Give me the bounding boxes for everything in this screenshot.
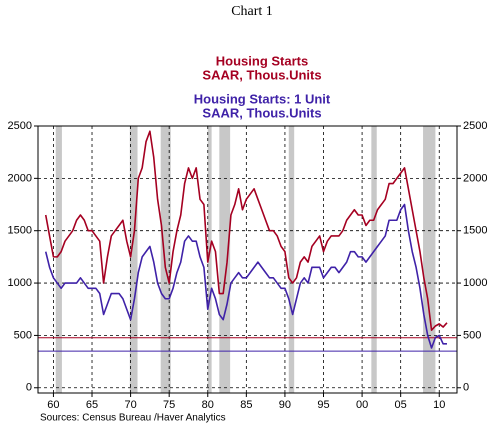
legend-entry: Housing Starts: 1 Unit <box>194 91 331 106</box>
recession-band <box>219 126 231 393</box>
y-tick-label: 500 <box>463 329 481 341</box>
source-note: Sources: Census Bureau /Haver Analytics <box>40 413 226 424</box>
y-tick-label: 2500 <box>463 120 487 132</box>
y-tick-label: 2000 <box>8 172 32 184</box>
y-tick-label: 2000 <box>463 172 487 184</box>
y-tick-label: 500 <box>14 329 32 341</box>
recession-band <box>371 126 377 393</box>
chart-title: Chart 1 <box>231 4 273 19</box>
y-tick-label: 1500 <box>463 225 487 237</box>
recession-band <box>423 126 436 393</box>
legend-entry: SAAR, Thous.Units <box>202 67 321 82</box>
x-tick-label: 60 <box>47 399 59 411</box>
legend-entry: SAAR, Thous.Units <box>202 105 321 120</box>
x-tick-label: 85 <box>240 399 252 411</box>
legend-entry: Housing Starts <box>216 53 308 68</box>
y-tick-label: 1000 <box>8 277 32 289</box>
x-tick-label: 95 <box>317 399 329 411</box>
plot-frame <box>37 125 458 394</box>
x-tick-label: 75 <box>163 399 175 411</box>
x-tick-label: 70 <box>124 399 136 411</box>
recession-band <box>129 126 138 393</box>
y-tick-label: 1000 <box>463 277 487 289</box>
recession-band <box>160 126 171 393</box>
y-tick-label: 1500 <box>8 225 32 237</box>
recession-band <box>207 126 212 393</box>
x-tick-label: 65 <box>86 399 98 411</box>
y-tick-label: 0 <box>463 382 469 394</box>
recession-band <box>55 126 62 393</box>
series-line <box>44 203 447 349</box>
x-tick-label: 10 <box>433 399 445 411</box>
y-tick-label: 0 <box>26 382 32 394</box>
x-tick-label: 00 <box>356 399 368 411</box>
x-tick-label: 90 <box>279 399 291 411</box>
x-tick-label: 05 <box>395 399 407 411</box>
recession-band <box>288 126 295 393</box>
series-line <box>44 130 448 331</box>
x-tick-label: 80 <box>202 399 214 411</box>
y-tick-label: 2500 <box>8 120 32 132</box>
